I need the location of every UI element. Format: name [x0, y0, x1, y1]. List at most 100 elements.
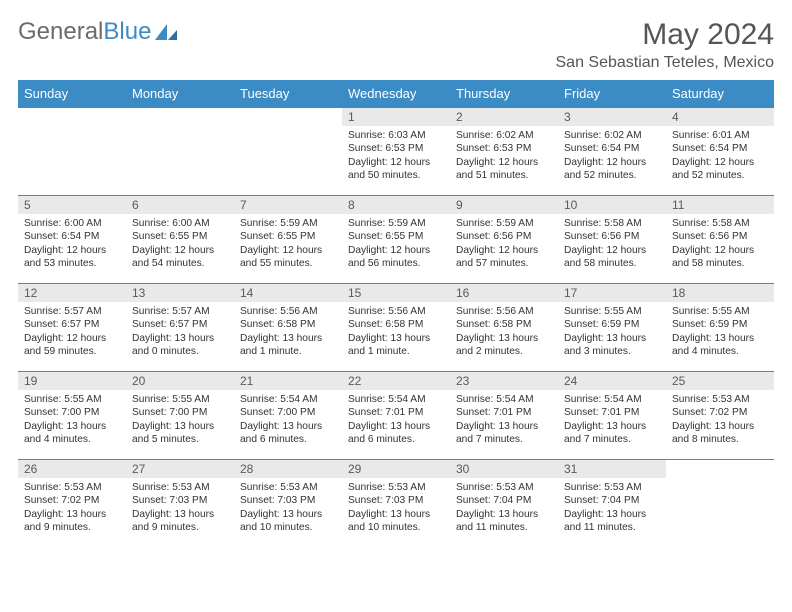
day-number: 14 — [234, 284, 342, 302]
day-number: 6 — [126, 196, 234, 214]
weekday-header: Friday — [558, 80, 666, 108]
day-details: Sunrise: 5:54 AMSunset: 7:00 PMDaylight:… — [234, 390, 342, 451]
day-cell — [234, 108, 342, 196]
day-details: Sunrise: 5:53 AMSunset: 7:02 PMDaylight:… — [18, 478, 126, 539]
day-number: 9 — [450, 196, 558, 214]
day-details: Sunrise: 5:54 AMSunset: 7:01 PMDaylight:… — [342, 390, 450, 451]
weekday-header: Tuesday — [234, 80, 342, 108]
day-cell: 4Sunrise: 6:01 AMSunset: 6:54 PMDaylight… — [666, 108, 774, 196]
day-cell: 31Sunrise: 5:53 AMSunset: 7:04 PMDayligh… — [558, 460, 666, 548]
day-number: 29 — [342, 460, 450, 478]
day-details: Sunrise: 5:56 AMSunset: 6:58 PMDaylight:… — [234, 302, 342, 363]
day-cell: 2Sunrise: 6:02 AMSunset: 6:53 PMDaylight… — [450, 108, 558, 196]
location: San Sebastian Teteles, Mexico — [556, 54, 775, 72]
day-details: Sunrise: 5:53 AMSunset: 7:04 PMDaylight:… — [558, 478, 666, 539]
day-cell: 1Sunrise: 6:03 AMSunset: 6:53 PMDaylight… — [342, 108, 450, 196]
day-number: 17 — [558, 284, 666, 302]
day-cell: 5Sunrise: 6:00 AMSunset: 6:54 PMDaylight… — [18, 196, 126, 284]
day-cell: 16Sunrise: 5:56 AMSunset: 6:58 PMDayligh… — [450, 284, 558, 372]
month-title: May 2024 — [556, 18, 775, 52]
day-cell: 17Sunrise: 5:55 AMSunset: 6:59 PMDayligh… — [558, 284, 666, 372]
day-cell: 10Sunrise: 5:58 AMSunset: 6:56 PMDayligh… — [558, 196, 666, 284]
day-details: Sunrise: 5:53 AMSunset: 7:02 PMDaylight:… — [666, 390, 774, 451]
day-number: 25 — [666, 372, 774, 390]
day-details: Sunrise: 6:00 AMSunset: 6:54 PMDaylight:… — [18, 214, 126, 275]
day-number: 10 — [558, 196, 666, 214]
header: GeneralBlue May 2024 San Sebastian Tetel… — [18, 18, 774, 72]
day-details: Sunrise: 5:57 AMSunset: 6:57 PMDaylight:… — [18, 302, 126, 363]
day-number: 16 — [450, 284, 558, 302]
day-cell: 7Sunrise: 5:59 AMSunset: 6:55 PMDaylight… — [234, 196, 342, 284]
day-cell: 26Sunrise: 5:53 AMSunset: 7:02 PMDayligh… — [18, 460, 126, 548]
day-cell: 15Sunrise: 5:56 AMSunset: 6:58 PMDayligh… — [342, 284, 450, 372]
day-cell: 11Sunrise: 5:58 AMSunset: 6:56 PMDayligh… — [666, 196, 774, 284]
day-details: Sunrise: 5:55 AMSunset: 6:59 PMDaylight:… — [666, 302, 774, 363]
day-details: Sunrise: 5:58 AMSunset: 6:56 PMDaylight:… — [666, 214, 774, 275]
day-details: Sunrise: 5:55 AMSunset: 6:59 PMDaylight:… — [558, 302, 666, 363]
weekday-header-row: SundayMondayTuesdayWednesdayThursdayFrid… — [18, 80, 774, 108]
day-number: 12 — [18, 284, 126, 302]
day-number: 24 — [558, 372, 666, 390]
day-number: 31 — [558, 460, 666, 478]
day-cell — [18, 108, 126, 196]
day-cell: 14Sunrise: 5:56 AMSunset: 6:58 PMDayligh… — [234, 284, 342, 372]
day-cell: 19Sunrise: 5:55 AMSunset: 7:00 PMDayligh… — [18, 372, 126, 460]
day-number: 8 — [342, 196, 450, 214]
logo-text-gray: General — [18, 18, 103, 46]
day-number: 26 — [18, 460, 126, 478]
day-details: Sunrise: 5:54 AMSunset: 7:01 PMDaylight:… — [450, 390, 558, 451]
day-number: 1 — [342, 108, 450, 126]
day-cell: 25Sunrise: 5:53 AMSunset: 7:02 PMDayligh… — [666, 372, 774, 460]
day-number: 22 — [342, 372, 450, 390]
day-cell: 3Sunrise: 6:02 AMSunset: 6:54 PMDaylight… — [558, 108, 666, 196]
day-cell: 6Sunrise: 6:00 AMSunset: 6:55 PMDaylight… — [126, 196, 234, 284]
day-details: Sunrise: 6:02 AMSunset: 6:53 PMDaylight:… — [450, 126, 558, 187]
day-number: 5 — [18, 196, 126, 214]
week-row: 5Sunrise: 6:00 AMSunset: 6:54 PMDaylight… — [18, 196, 774, 284]
day-number: 30 — [450, 460, 558, 478]
day-details: Sunrise: 5:53 AMSunset: 7:03 PMDaylight:… — [342, 478, 450, 539]
day-number: 15 — [342, 284, 450, 302]
week-row: 1Sunrise: 6:03 AMSunset: 6:53 PMDaylight… — [18, 108, 774, 196]
day-details: Sunrise: 5:55 AMSunset: 7:00 PMDaylight:… — [18, 390, 126, 451]
day-details: Sunrise: 5:59 AMSunset: 6:55 PMDaylight:… — [234, 214, 342, 275]
day-number: 21 — [234, 372, 342, 390]
day-details: Sunrise: 6:00 AMSunset: 6:55 PMDaylight:… — [126, 214, 234, 275]
day-cell: 9Sunrise: 5:59 AMSunset: 6:56 PMDaylight… — [450, 196, 558, 284]
day-number: 28 — [234, 460, 342, 478]
weekday-header: Saturday — [666, 80, 774, 108]
day-cell: 12Sunrise: 5:57 AMSunset: 6:57 PMDayligh… — [18, 284, 126, 372]
day-number: 4 — [666, 108, 774, 126]
day-details: Sunrise: 6:03 AMSunset: 6:53 PMDaylight:… — [342, 126, 450, 187]
day-number: 18 — [666, 284, 774, 302]
day-number: 13 — [126, 284, 234, 302]
week-row: 12Sunrise: 5:57 AMSunset: 6:57 PMDayligh… — [18, 284, 774, 372]
day-details: Sunrise: 5:53 AMSunset: 7:03 PMDaylight:… — [234, 478, 342, 539]
day-cell: 30Sunrise: 5:53 AMSunset: 7:04 PMDayligh… — [450, 460, 558, 548]
day-cell: 8Sunrise: 5:59 AMSunset: 6:55 PMDaylight… — [342, 196, 450, 284]
day-details: Sunrise: 5:59 AMSunset: 6:56 PMDaylight:… — [450, 214, 558, 275]
day-details: Sunrise: 5:56 AMSunset: 6:58 PMDaylight:… — [342, 302, 450, 363]
weekday-header: Wednesday — [342, 80, 450, 108]
logo: GeneralBlue — [18, 18, 179, 46]
day-details: Sunrise: 5:58 AMSunset: 6:56 PMDaylight:… — [558, 214, 666, 275]
day-cell: 27Sunrise: 5:53 AMSunset: 7:03 PMDayligh… — [126, 460, 234, 548]
weekday-header: Monday — [126, 80, 234, 108]
day-details: Sunrise: 5:53 AMSunset: 7:03 PMDaylight:… — [126, 478, 234, 539]
calendar-table: SundayMondayTuesdayWednesdayThursdayFrid… — [18, 80, 774, 548]
day-cell: 20Sunrise: 5:55 AMSunset: 7:00 PMDayligh… — [126, 372, 234, 460]
day-number: 19 — [18, 372, 126, 390]
day-cell: 21Sunrise: 5:54 AMSunset: 7:00 PMDayligh… — [234, 372, 342, 460]
logo-sail-icon — [153, 22, 179, 42]
day-number: 7 — [234, 196, 342, 214]
logo-text-blue: Blue — [103, 18, 151, 46]
day-details: Sunrise: 6:02 AMSunset: 6:54 PMDaylight:… — [558, 126, 666, 187]
day-cell: 24Sunrise: 5:54 AMSunset: 7:01 PMDayligh… — [558, 372, 666, 460]
day-cell — [666, 460, 774, 548]
day-details: Sunrise: 6:01 AMSunset: 6:54 PMDaylight:… — [666, 126, 774, 187]
day-cell: 13Sunrise: 5:57 AMSunset: 6:57 PMDayligh… — [126, 284, 234, 372]
day-details: Sunrise: 5:55 AMSunset: 7:00 PMDaylight:… — [126, 390, 234, 451]
calendar-body: 1Sunrise: 6:03 AMSunset: 6:53 PMDaylight… — [18, 108, 774, 548]
day-cell — [126, 108, 234, 196]
day-details: Sunrise: 5:53 AMSunset: 7:04 PMDaylight:… — [450, 478, 558, 539]
